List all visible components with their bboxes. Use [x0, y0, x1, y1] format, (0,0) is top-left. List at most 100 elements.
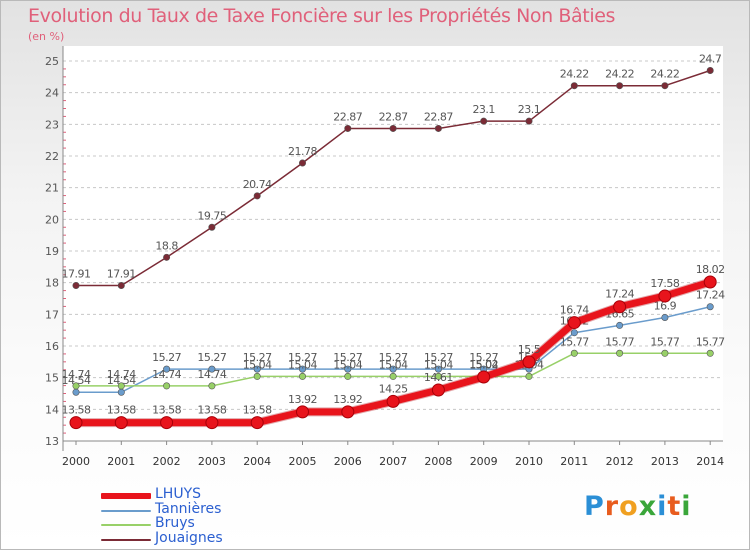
legend-swatch-tannieres — [101, 510, 151, 512]
data-label: 24.22 — [605, 68, 634, 81]
data-label: 15.04 — [469, 358, 498, 371]
data-point — [525, 117, 533, 125]
x-tick-label: 2013 — [651, 455, 679, 468]
legend-swatch-lhuys — [101, 493, 151, 499]
data-label: 14.54 — [62, 374, 91, 387]
data-label: 15.27 — [469, 351, 498, 364]
x-tick-label: 2012 — [606, 455, 634, 468]
data-point — [616, 82, 624, 90]
data-label: 17.24 — [696, 289, 725, 302]
data-point — [661, 82, 669, 90]
data-label: 22.87 — [333, 110, 362, 123]
data-point — [253, 365, 261, 373]
data-point — [431, 383, 445, 397]
legend-swatch-bruys — [101, 524, 151, 526]
x-tick-label: 2011 — [560, 455, 588, 468]
y-tick-label: 14 — [45, 403, 59, 416]
data-label: 15.04 — [288, 358, 317, 371]
logo-letter: o — [619, 491, 639, 522]
data-label: 15.04 — [424, 358, 453, 371]
data-point — [616, 349, 624, 357]
data-point — [163, 382, 171, 390]
y-tick-label: 15 — [45, 372, 59, 385]
x-tick-label: 2004 — [243, 455, 271, 468]
data-label: 16.74 — [560, 304, 589, 317]
data-point — [706, 349, 714, 357]
logo-letter: i — [681, 491, 692, 522]
data-point — [341, 405, 355, 419]
x-tick-label: 2014 — [696, 455, 724, 468]
data-label: 13.58 — [62, 404, 91, 417]
data-label: 15.27 — [243, 351, 272, 364]
data-label: 15.27 — [333, 351, 362, 364]
y-tick-label: 19 — [45, 245, 59, 258]
data-label: 13.58 — [152, 404, 181, 417]
x-tick-label: 2003 — [198, 455, 226, 468]
legend-label-lhuys: LHUYS — [155, 486, 202, 502]
data-label: 17.58 — [650, 277, 679, 290]
data-label: 24.22 — [650, 68, 679, 81]
legend-label-bruys: Bruys — [155, 515, 195, 531]
x-tick-label: 2002 — [153, 455, 181, 468]
data-point — [616, 321, 624, 329]
data-label: 17.24 — [605, 288, 634, 301]
logo-letter: t — [667, 491, 682, 522]
data-point — [389, 124, 397, 132]
data-label: 14.25 — [379, 382, 408, 395]
proxiti-logo: Proxiti — [584, 491, 692, 522]
y-tick-label: 20 — [45, 213, 59, 226]
data-label: 15.27 — [379, 351, 408, 364]
data-point — [114, 416, 128, 430]
chart-title: Evolution du Taux de Taxe Foncière sur l… — [28, 5, 616, 27]
data-label: 18.02 — [696, 263, 725, 276]
logo-letter: x — [638, 491, 658, 522]
data-point — [208, 223, 216, 231]
data-point — [658, 289, 672, 303]
y-tick-label: 22 — [45, 150, 59, 163]
data-point — [72, 282, 80, 290]
data-point — [117, 282, 125, 290]
data-point — [480, 117, 488, 125]
y-tick-label: 24 — [45, 87, 59, 100]
data-point — [298, 372, 306, 380]
y-tick-label: 13 — [45, 435, 59, 448]
data-label: 20.74 — [243, 178, 272, 191]
y-tick-label: 16 — [45, 340, 59, 353]
data-label: 15.02 — [469, 358, 498, 371]
data-point — [253, 372, 261, 380]
data-point — [72, 382, 80, 390]
data-label: 15.04 — [333, 358, 362, 371]
x-tick-label: 2007 — [379, 455, 407, 468]
data-point — [163, 253, 171, 261]
data-point — [208, 382, 216, 390]
data-point — [434, 372, 442, 380]
data-point — [706, 303, 714, 311]
y-tick-label: 17 — [45, 308, 59, 321]
data-point — [522, 355, 536, 369]
data-label: 15.77 — [696, 335, 725, 348]
legend-label-jouaignes: Jouaignes — [155, 530, 223, 546]
y-tick-label: 18 — [45, 277, 59, 290]
data-point — [298, 365, 306, 373]
data-label: 21.78 — [288, 145, 317, 158]
data-label: 17.91 — [107, 268, 136, 281]
data-label: 22.87 — [424, 110, 453, 123]
data-point — [389, 372, 397, 380]
data-point — [344, 372, 352, 380]
data-label: 14.74 — [107, 368, 136, 381]
logo-letter: i — [657, 491, 668, 522]
data-point — [72, 388, 80, 396]
data-point — [613, 300, 627, 314]
y-tick-label: 21 — [45, 182, 59, 195]
y-tick-label: 25 — [45, 55, 59, 68]
x-tick-label: 2008 — [424, 455, 452, 468]
legend-swatch-jouaignes — [101, 539, 151, 541]
data-label: 19.75 — [197, 209, 226, 222]
legend-label-tannieres: Tannières — [155, 501, 222, 517]
data-label: 23.1 — [472, 103, 495, 116]
x-tick-label: 2001 — [107, 455, 135, 468]
data-label: 17.91 — [62, 268, 91, 281]
data-point — [163, 365, 171, 373]
